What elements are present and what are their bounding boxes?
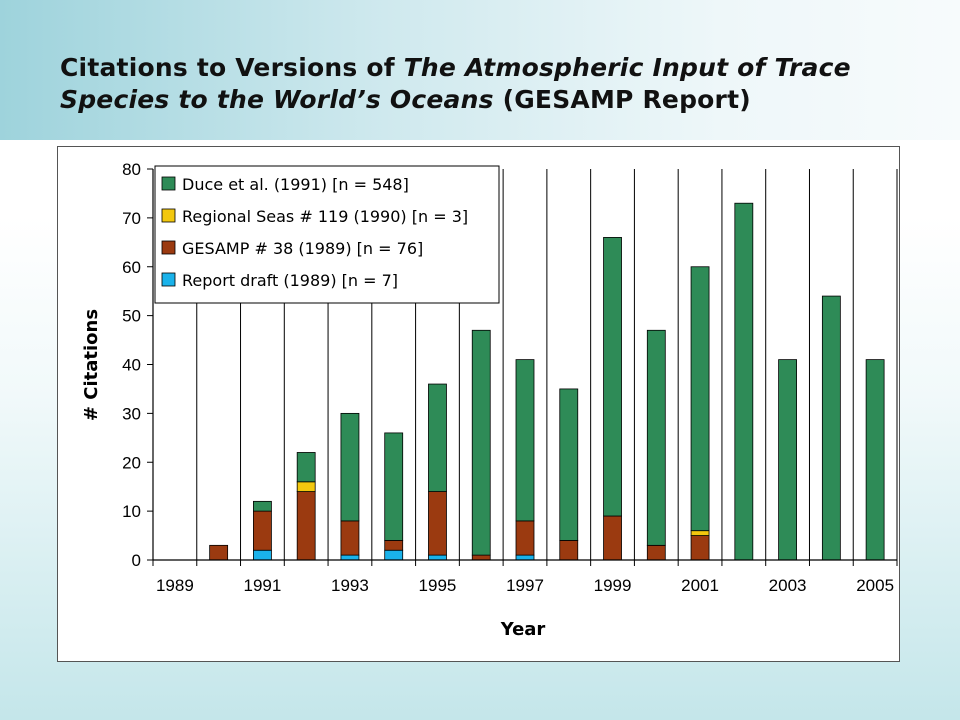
bar-segment-2004-s3 bbox=[821, 295, 841, 561]
bar-segment-1998-s3 bbox=[559, 388, 579, 541]
chart-frame: 0 10 20 30 40 50 60 70 80 1989 1991 1993 1995 1997 199… bbox=[57, 146, 900, 662]
y-tick-label: 60 bbox=[122, 258, 141, 277]
bar-segment-1996-s1 bbox=[471, 554, 491, 561]
legend-box bbox=[154, 165, 500, 304]
x-tick-label: 2005 bbox=[856, 576, 894, 595]
legend-swatch bbox=[161, 176, 176, 191]
bar-segment-1998-s1 bbox=[559, 540, 579, 561]
bar-segment-2001-s1 bbox=[690, 535, 710, 561]
y-axis-title: # Citations bbox=[81, 309, 102, 421]
bar-segment-1991-s0 bbox=[253, 549, 272, 561]
y-tick-label: 50 bbox=[122, 307, 141, 326]
bar-segment-1991-s1 bbox=[253, 510, 272, 551]
legend-swatch bbox=[161, 240, 176, 255]
x-tick-label: 1993 bbox=[331, 576, 369, 595]
y-tick-label: 70 bbox=[122, 209, 141, 228]
bar-segment-1997-s0 bbox=[515, 554, 535, 561]
bar-segment-1997-s1 bbox=[515, 520, 535, 556]
title-line2-italic: Species to the World’s Oceans bbox=[60, 85, 494, 114]
bar-segment-1992-s3 bbox=[296, 452, 316, 483]
bar-segment-1994-s3 bbox=[384, 432, 404, 541]
y-tick-label: 80 bbox=[122, 160, 141, 179]
legend-swatch bbox=[161, 272, 176, 287]
slide-title: Citations to Versions of The Atmospheric… bbox=[60, 52, 940, 116]
bar-segment-1999-s1 bbox=[603, 515, 622, 561]
x-tick-label: 1991 bbox=[243, 576, 281, 595]
x-tick-label: 1989 bbox=[156, 576, 194, 595]
legend-entry: GESAMP # 38 (1989) [n = 76] bbox=[182, 239, 423, 258]
bar-segment-2002-s3 bbox=[734, 202, 754, 561]
bar-segment-1997-s3 bbox=[515, 359, 535, 522]
legend-entry: Regional Seas # 119 (1990) [n = 3] bbox=[182, 207, 468, 226]
y-tick-label: 0 bbox=[132, 551, 141, 570]
x-tick-label: 2001 bbox=[681, 576, 719, 595]
legend-entry: Duce et al. (1991) [n = 548] bbox=[182, 175, 409, 194]
bar-segment-1996-s3 bbox=[471, 329, 491, 556]
bar-segment-2005-s3 bbox=[865, 359, 885, 561]
bar-segment-1995-s0 bbox=[428, 554, 447, 561]
bar-segment-1995-s1 bbox=[428, 491, 447, 556]
bar-segment-2001-s3 bbox=[690, 266, 710, 532]
bar-segment-1994-s0 bbox=[384, 549, 404, 561]
title-line1-plain: Citations to Versions of bbox=[60, 53, 404, 82]
bar-segment-2001-s2 bbox=[690, 530, 710, 536]
bar-segment-1992-s1 bbox=[296, 491, 316, 561]
bar-segment-1992-s2 bbox=[296, 481, 316, 492]
x-tick-label: 1997 bbox=[506, 576, 544, 595]
bar-segment-2000-s3 bbox=[646, 329, 666, 546]
bar-segment-1991-s3 bbox=[253, 500, 272, 512]
y-tick-label: 40 bbox=[122, 356, 141, 375]
bar-segment-1993-s3 bbox=[340, 412, 360, 522]
x-tick-label: 2003 bbox=[769, 576, 807, 595]
y-tick-label: 30 bbox=[122, 404, 141, 423]
bar-segment-2000-s1 bbox=[646, 544, 666, 561]
x-tick-label: 1999 bbox=[594, 576, 632, 595]
legend-entry: Report draft (1989) [n = 7] bbox=[182, 271, 398, 290]
x-axis-title: Year bbox=[500, 619, 546, 640]
bar-segment-1993-s1 bbox=[340, 520, 360, 556]
title-band bbox=[0, 0, 960, 140]
bar-segment-1995-s3 bbox=[428, 383, 447, 492]
bar-segment-1994-s1 bbox=[384, 540, 404, 551]
x-tick-label: 1995 bbox=[419, 576, 457, 595]
y-tick-label: 10 bbox=[122, 502, 141, 521]
citations-bar-chart: 0 10 20 30 40 50 60 70 80 1989 1991 1993 1995 1997 199… bbox=[81, 160, 898, 640]
y-tick-label: 20 bbox=[122, 453, 141, 472]
title-line1-italic: The Atmospheric Input of Trace bbox=[403, 53, 851, 82]
bar-segment-2003-s3 bbox=[778, 359, 797, 561]
title-line2-plain: (GESAMP Report) bbox=[493, 85, 751, 114]
bar-segment-1990-s1 bbox=[209, 544, 229, 561]
bar-segment-1993-s0 bbox=[340, 554, 360, 561]
legend-swatch bbox=[161, 208, 176, 223]
bar-segment-1999-s3 bbox=[603, 237, 622, 517]
